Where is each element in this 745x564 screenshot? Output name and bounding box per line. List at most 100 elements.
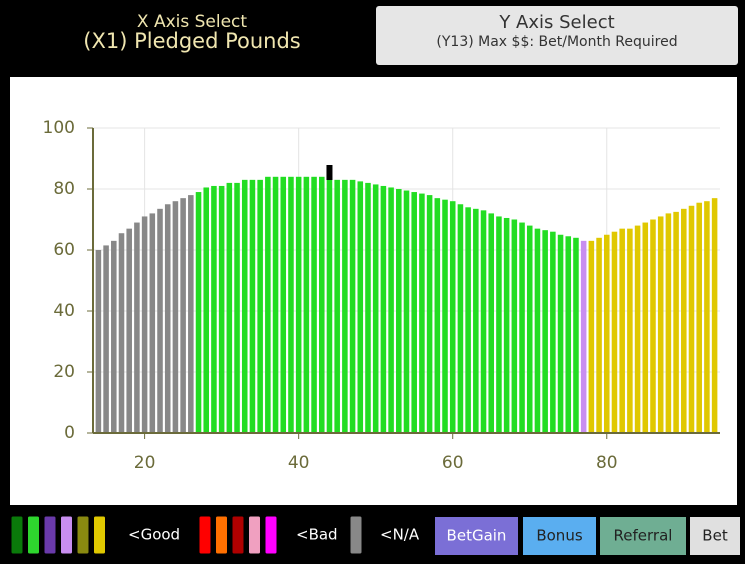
bar: [557, 234, 564, 433]
x-select-value[interactable]: (X1) Pledged Pounds: [83, 29, 300, 53]
y-select-value: (Y13) Max $$: Bet/Month Required: [436, 34, 677, 50]
button-label[interactable]: BetGain: [447, 527, 507, 545]
color-swatch: [43, 515, 57, 555]
bar: [157, 208, 163, 433]
chart: 0 20 40 60 80 100 20 40 60 80: [43, 118, 720, 473]
x-tick-label: 20: [134, 453, 156, 473]
y-tick-label: 0: [64, 423, 75, 443]
bar: [164, 204, 171, 433]
bar: [195, 192, 202, 433]
bar: [234, 182, 240, 433]
bar: [241, 179, 248, 433]
bar: [372, 184, 379, 433]
bar: [642, 222, 649, 433]
bar: [419, 193, 425, 433]
bar: [442, 199, 448, 433]
bar: [565, 236, 572, 433]
bar: [103, 245, 109, 433]
button[interactable]: [435, 517, 518, 555]
y-tick-label: 80: [53, 179, 75, 199]
button[interactable]: [523, 517, 596, 555]
button[interactable]: [600, 517, 686, 555]
bar: [149, 213, 156, 433]
bar: [365, 182, 371, 433]
bar: [465, 207, 471, 433]
bar: [380, 185, 387, 433]
bar: [342, 179, 348, 433]
bar: [473, 208, 479, 433]
bar: [573, 237, 579, 433]
footer: <Good <Bad <N/A BetGain Bonus Referral Bet: [10, 515, 740, 555]
bar: [249, 179, 256, 433]
bar: [272, 176, 279, 434]
bar: [396, 189, 402, 433]
bar: [611, 231, 618, 433]
bar: [550, 231, 556, 433]
bar: [303, 176, 310, 434]
bar: [126, 228, 132, 433]
bar: [218, 185, 225, 433]
bar: [603, 234, 610, 433]
bar: [257, 179, 263, 433]
bar: [657, 216, 664, 433]
bar: [111, 240, 117, 433]
bar: [226, 182, 233, 433]
bar: [496, 216, 502, 433]
bar: [596, 237, 602, 433]
color-swatch: [60, 515, 73, 555]
bar: [704, 201, 710, 433]
bar: [334, 179, 340, 433]
button[interactable]: [690, 517, 740, 555]
bar: [534, 228, 541, 433]
bar: [696, 202, 702, 433]
color-swatch: [248, 515, 261, 555]
y-tick-label: 100: [43, 118, 75, 138]
color-swatch: [76, 515, 90, 555]
x-select-title: X Axis Select: [137, 12, 248, 32]
bar: [588, 240, 595, 433]
bar: [180, 198, 186, 433]
button-label[interactable]: Bonus: [536, 527, 582, 545]
color-swatch: [27, 515, 40, 555]
color-swatch: [10, 515, 24, 555]
bar: [711, 198, 718, 433]
legend-label: <Good: [128, 526, 180, 544]
button-label[interactable]: Bet: [702, 527, 728, 545]
bar: [388, 187, 394, 433]
bar: [188, 195, 194, 433]
bar: [681, 208, 687, 433]
bar: [665, 213, 672, 433]
bar: [480, 210, 487, 433]
bar: [426, 195, 433, 433]
bar: [326, 176, 333, 434]
y-select-box[interactable]: [376, 6, 738, 65]
bar: [634, 225, 641, 433]
bar: [619, 228, 625, 433]
bar: [580, 240, 587, 433]
button-label[interactable]: Referral: [614, 527, 673, 545]
y-tick-label: 40: [53, 301, 75, 321]
x-tick-label: 60: [442, 453, 464, 473]
color-swatch: [215, 515, 228, 555]
color-swatch: [264, 515, 278, 555]
bar: [503, 217, 510, 433]
bar: [457, 204, 464, 433]
y-select-title: Y Axis Select: [498, 12, 614, 33]
bar: [526, 225, 533, 433]
color-swatch: [231, 515, 245, 555]
bar: [627, 228, 633, 433]
x-tick-label: 40: [288, 453, 310, 473]
bar: [688, 205, 695, 433]
bar: [411, 192, 417, 433]
bar: [673, 211, 679, 433]
bar: [650, 219, 656, 433]
bar: [449, 201, 456, 433]
bar: [519, 222, 525, 433]
bar: [349, 179, 356, 433]
bar: [211, 185, 217, 433]
bar: [265, 176, 271, 434]
cursor: [326, 165, 333, 180]
bar: [203, 187, 210, 433]
bar: [488, 213, 495, 433]
